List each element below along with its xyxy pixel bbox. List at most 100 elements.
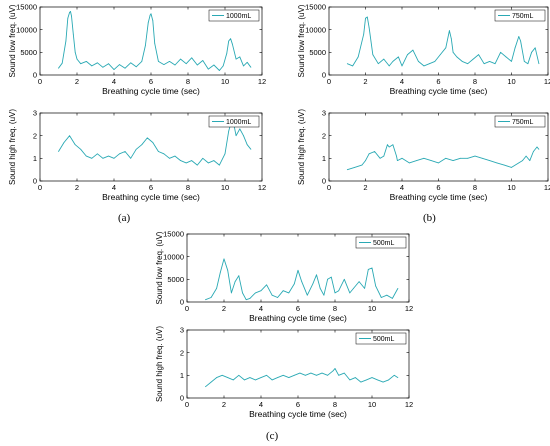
data-point (299, 372, 301, 374)
data-point (306, 294, 308, 296)
data-point (349, 292, 351, 294)
data-point (383, 58, 385, 60)
x-tick-label: 0 (327, 183, 331, 192)
y-tick-label: 3 (33, 109, 37, 118)
data-point (244, 379, 245, 381)
y-tick-label: 2 (33, 131, 37, 140)
x-tick-label: 10 (507, 77, 515, 86)
data-point (536, 146, 538, 148)
data-point (380, 297, 382, 298)
y-tick-label: 1 (322, 154, 326, 163)
x-tick-label: 4 (400, 183, 404, 192)
data-point (500, 51, 501, 53)
x-tick-label: 12 (258, 183, 266, 192)
x-tick-label: 6 (296, 400, 300, 409)
data-point (216, 288, 218, 289)
data-point (202, 60, 204, 61)
data-point (207, 68, 209, 70)
data-point (145, 45, 146, 46)
x-tick-label: 4 (259, 304, 263, 313)
data-point (85, 155, 87, 157)
data-point (152, 20, 154, 21)
y-axis-label: Sound low freq. (uV) (155, 231, 164, 304)
y-axis-label: Sound high freq. (uV) (155, 326, 164, 402)
data-point (242, 292, 243, 294)
data-point (249, 377, 251, 378)
data-point (538, 63, 540, 65)
data-point (430, 160, 432, 162)
x-tick-label: 4 (112, 77, 116, 86)
data-point (398, 56, 399, 58)
data-point (205, 299, 206, 301)
y-tick-label: 10000 (163, 252, 184, 261)
data-point (323, 294, 325, 296)
data-point (334, 292, 336, 294)
x-tick-label: 2 (222, 400, 226, 409)
data-point (255, 379, 256, 381)
data-point (429, 63, 430, 65)
x-tick-label: 6 (149, 77, 153, 86)
y-tick-label: 0 (33, 177, 37, 186)
data-point (163, 64, 165, 65)
data-point (185, 162, 187, 164)
data-point (74, 51, 76, 53)
data-point (354, 167, 355, 168)
data-point (489, 61, 490, 62)
x-tick-label: 2 (75, 77, 79, 86)
legend-label: 500mL (373, 336, 395, 343)
data-point (363, 33, 365, 35)
data-point (149, 14, 151, 16)
data-point (91, 157, 93, 159)
data-point (534, 47, 536, 49)
data-point (343, 278, 345, 280)
data-point (460, 157, 461, 159)
data-point (246, 144, 248, 146)
data-point (305, 374, 306, 376)
data-point (141, 144, 143, 146)
data-point (520, 40, 521, 42)
x-tick-label: 6 (436, 183, 440, 192)
data-point (374, 151, 375, 152)
data-point (222, 65, 224, 67)
x-tick-label: 12 (405, 400, 413, 409)
data-point (227, 377, 229, 378)
x-tick-label: 8 (186, 183, 190, 192)
data-point (169, 157, 170, 159)
data-point (271, 379, 273, 381)
data-point (102, 66, 104, 68)
data-point (358, 281, 360, 282)
data-point (352, 65, 354, 67)
x-tick-label: 12 (544, 183, 550, 192)
x-tick-label: 8 (333, 400, 337, 409)
data-point (230, 38, 232, 40)
data-point (401, 65, 403, 67)
chart-a-low: 0 2 4 6 8 10 12 0 5000 10000 15000 Breathing cycle … (8, 3, 266, 96)
data-point (472, 58, 474, 60)
data-point (387, 144, 388, 146)
data-point (191, 160, 193, 162)
data-point (452, 51, 454, 53)
data-point (97, 62, 98, 64)
data-point (366, 16, 368, 18)
series-line (58, 117, 252, 166)
x-tick-label: 0 (38, 77, 42, 86)
data-point (234, 281, 236, 282)
y-tick-label: 0 (180, 394, 184, 403)
data-point (319, 288, 321, 289)
data-point (364, 288, 365, 289)
data-point (316, 274, 317, 276)
data-point (158, 61, 159, 62)
x-tick-label: 2 (75, 183, 79, 192)
data-point (260, 290, 262, 292)
data-point (260, 377, 262, 378)
data-point (423, 65, 425, 67)
data-point (245, 299, 247, 301)
data-point (496, 162, 498, 164)
chart-b-low: 0 2 4 6 8 10 12 0 5000 10000 15000 Breathing cycle … (297, 3, 550, 96)
data-point (239, 128, 241, 130)
data-point (366, 379, 367, 381)
data-point (334, 368, 336, 369)
